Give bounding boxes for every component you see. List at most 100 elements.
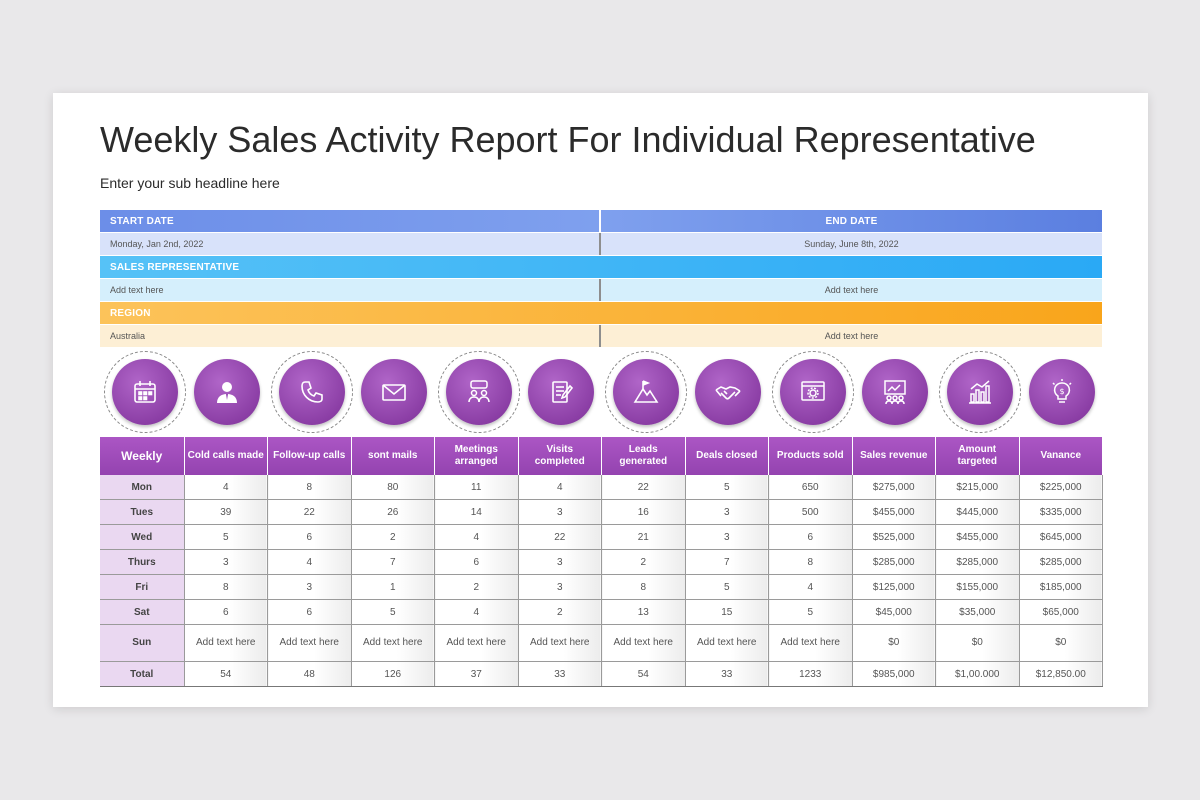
table-cell[interactable]: 1233 (768, 661, 853, 687)
table-cell[interactable]: $275,000 (852, 475, 936, 500)
table-cell[interactable]: $285,000 (935, 549, 1020, 575)
table-cell[interactable]: $0 (852, 624, 936, 662)
table-cell[interactable]: $335,000 (1019, 499, 1103, 525)
start-date-value[interactable]: Monday, Jan 2nd, 2022 (110, 239, 204, 249)
table-cell[interactable]: Add text here (351, 624, 435, 662)
sales-rep-value-right[interactable]: Add text here (599, 279, 1102, 301)
table-cell[interactable]: $985,000 (852, 661, 936, 687)
table-cell[interactable]: $0 (1019, 624, 1103, 662)
table-cell[interactable]: $125,000 (852, 574, 936, 600)
table-row: Tues 39 22 26 14 3 16 3 500 $455,000 $445,000 $335,… (100, 499, 1103, 525)
table-cell[interactable]: 4 (434, 599, 519, 625)
table-cell[interactable]: $455,000 (935, 524, 1020, 550)
table-cell[interactable]: $0 (935, 624, 1020, 662)
table-cell[interactable]: $185,000 (1019, 574, 1103, 600)
table-cell[interactable]: $12,850.00 (1019, 661, 1103, 687)
table-cell[interactable]: 500 (768, 499, 853, 525)
table-cell[interactable]: 26 (351, 499, 435, 525)
table-cell[interactable]: 4 (434, 524, 519, 550)
table-cell[interactable]: 8 (267, 475, 352, 500)
table-cell[interactable]: 48 (267, 661, 352, 687)
table-cell[interactable]: 4 (267, 549, 352, 575)
table-cell[interactable]: $525,000 (852, 524, 936, 550)
table-cell[interactable]: 5 (351, 599, 435, 625)
table-cell[interactable]: 4 (184, 475, 268, 500)
table-cell[interactable]: 8 (768, 549, 853, 575)
table-cell[interactable]: 5 (685, 475, 769, 500)
table-cell[interactable]: 5 (768, 599, 853, 625)
table-cell[interactable]: 80 (351, 475, 435, 500)
table-cell[interactable]: 3 (184, 549, 268, 575)
table-cell[interactable]: 5 (685, 574, 769, 600)
table-cell[interactable]: $155,000 (935, 574, 1020, 600)
table-cell[interactable]: 3 (685, 499, 769, 525)
table-cell[interactable]: 14 (434, 499, 519, 525)
table-cell[interactable]: $285,000 (1019, 549, 1103, 575)
region-value-right[interactable]: Add text here (599, 325, 1102, 347)
table-cell[interactable]: 8 (601, 574, 686, 600)
lightbulb-dollar-icon-badge: $ (1023, 351, 1107, 435)
table-cell[interactable]: 6 (267, 599, 352, 625)
table-cell[interactable]: 15 (685, 599, 769, 625)
table-cell[interactable]: 2 (434, 574, 519, 600)
table-cell[interactable]: 39 (184, 499, 268, 525)
table-cell[interactable]: 33 (685, 661, 769, 687)
growth-chart-icon-badge (939, 351, 1023, 435)
region-value-left[interactable]: Australia (110, 331, 146, 341)
table-cell[interactable]: $645,000 (1019, 524, 1103, 550)
table-cell[interactable]: $215,000 (935, 475, 1020, 500)
table-cell[interactable]: 6 (184, 599, 268, 625)
table-cell[interactable]: 6 (434, 549, 519, 575)
table-cell[interactable]: 8 (184, 574, 268, 600)
table-cell[interactable]: 22 (267, 499, 352, 525)
table-cell[interactable]: 7 (351, 549, 435, 575)
table-cell[interactable]: Add text here (601, 624, 686, 662)
day-cell: Sat (100, 599, 185, 625)
table-cell[interactable]: 54 (184, 661, 268, 687)
table-cell[interactable]: Add text here (434, 624, 519, 662)
table-cell[interactable]: 3 (267, 574, 352, 600)
table-cell[interactable]: 6 (267, 524, 352, 550)
table-cell[interactable]: $445,000 (935, 499, 1020, 525)
table-cell[interactable]: 54 (601, 661, 686, 687)
table-cell[interactable]: $225,000 (1019, 475, 1103, 500)
table-cell[interactable]: 3 (518, 549, 602, 575)
table-cell[interactable]: 3 (518, 499, 602, 525)
table-cell[interactable]: 33 (518, 661, 602, 687)
table-cell[interactable]: $285,000 (852, 549, 936, 575)
table-cell[interactable]: $35,000 (935, 599, 1020, 625)
table-cell[interactable]: 21 (601, 524, 686, 550)
table-cell[interactable]: 22 (518, 524, 602, 550)
table-cell[interactable]: 4 (768, 574, 853, 600)
region-header-row: REGION (100, 302, 1102, 324)
table-cell[interactable]: 2 (601, 549, 686, 575)
table-cell[interactable]: Add text here (184, 624, 268, 662)
table-cell[interactable]: $455,000 (852, 499, 936, 525)
table-cell[interactable]: Add text here (685, 624, 769, 662)
table-cell[interactable]: 126 (351, 661, 435, 687)
table-cell[interactable]: 1 (351, 574, 435, 600)
end-date-value[interactable]: Sunday, June 8th, 2022 (599, 233, 1102, 255)
table-cell[interactable]: $65,000 (1019, 599, 1103, 625)
table-cell[interactable]: 11 (434, 475, 519, 500)
table-cell[interactable]: 3 (685, 524, 769, 550)
table-cell[interactable]: 13 (601, 599, 686, 625)
table-cell[interactable]: 7 (685, 549, 769, 575)
table-cell[interactable]: $1,00.000 (935, 661, 1020, 687)
table-cell[interactable]: 650 (768, 475, 853, 500)
table-cell[interactable]: 22 (601, 475, 686, 500)
table-cell[interactable]: 3 (518, 574, 602, 600)
table-cell[interactable]: 37 (434, 661, 519, 687)
sales-rep-value-left[interactable]: Add text here (110, 285, 164, 295)
table-cell[interactable]: 2 (351, 524, 435, 550)
table-cell[interactable]: 4 (518, 475, 602, 500)
table-cell[interactable]: 6 (768, 524, 853, 550)
table-cell[interactable]: 16 (601, 499, 686, 525)
table-cell[interactable]: Add text here (518, 624, 602, 662)
sales-rep-label: SALES REPRESENTATIVE (110, 261, 240, 273)
table-cell[interactable]: Add text here (267, 624, 352, 662)
table-cell[interactable]: 5 (184, 524, 268, 550)
table-cell[interactable]: Add text here (768, 624, 853, 662)
table-cell[interactable]: $45,000 (852, 599, 936, 625)
table-cell[interactable]: 2 (518, 599, 602, 625)
